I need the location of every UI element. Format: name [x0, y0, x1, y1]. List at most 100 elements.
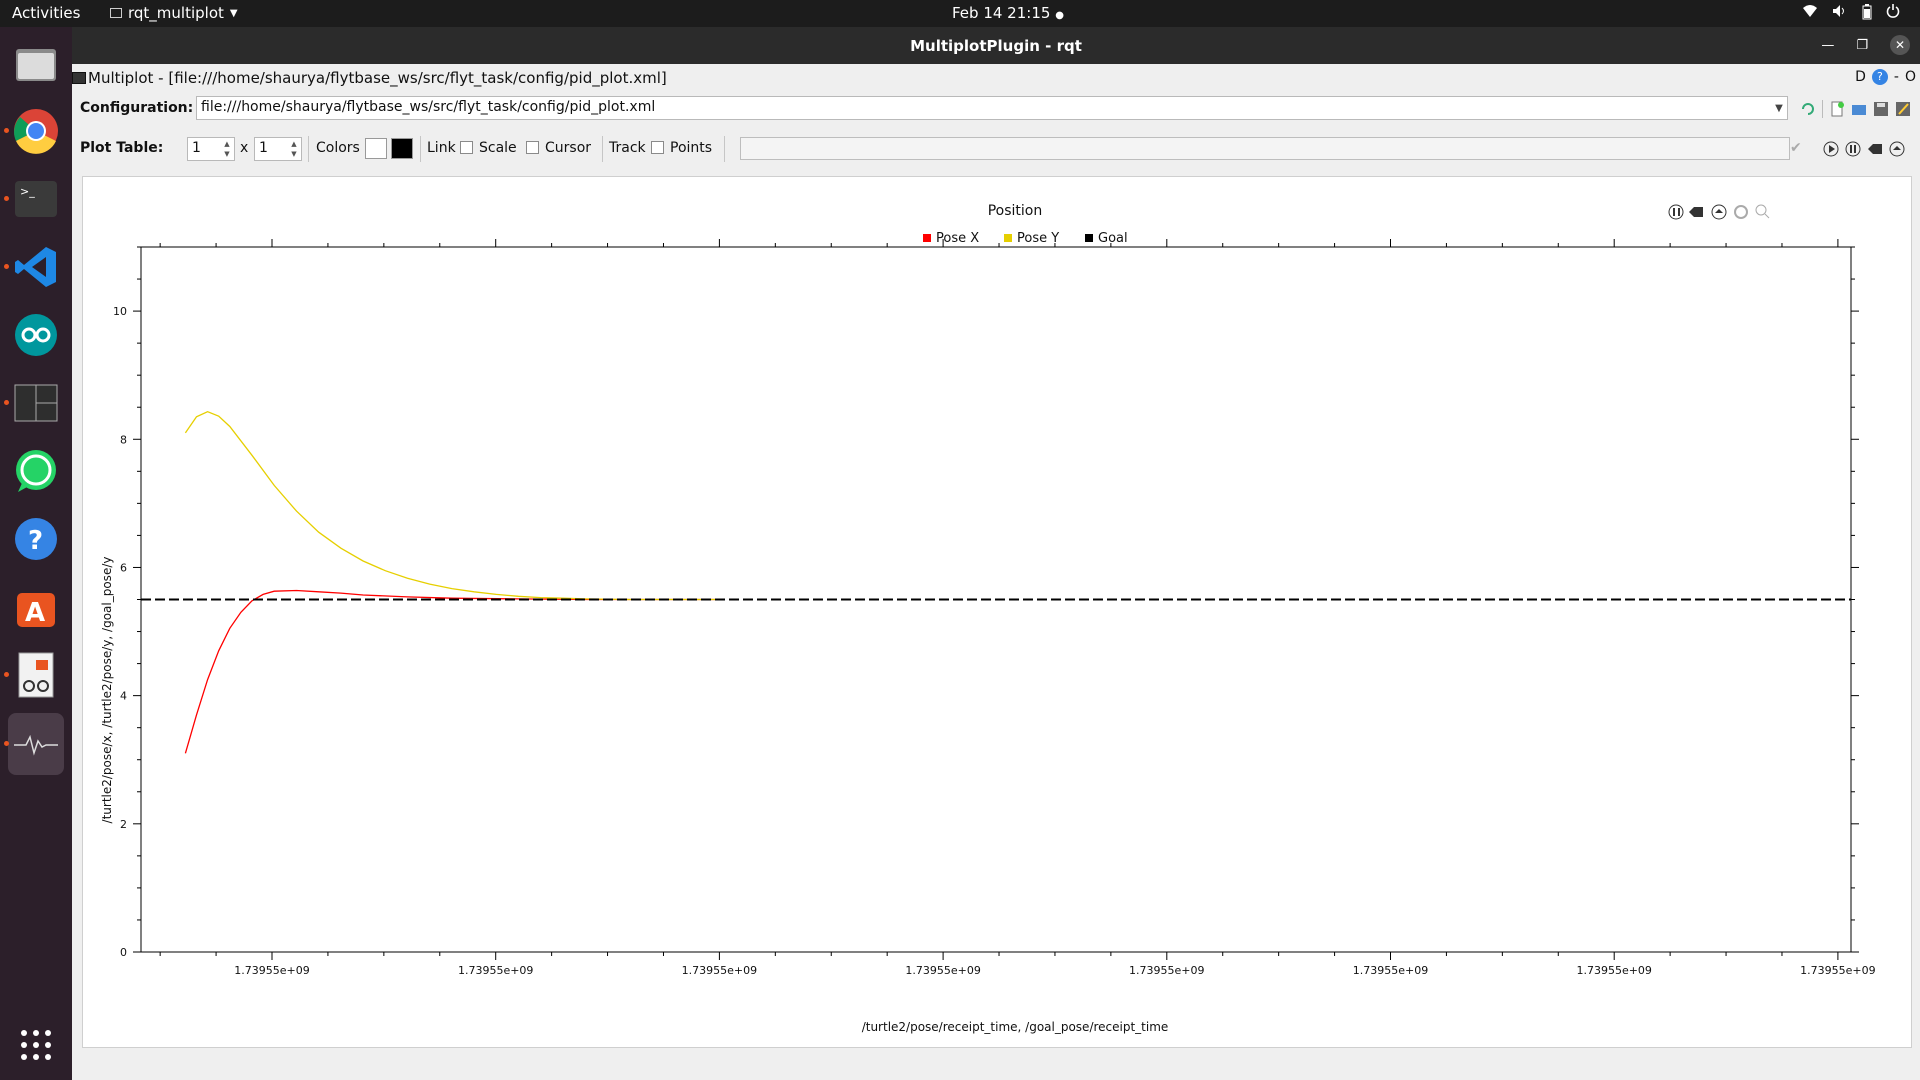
position-chart[interactable]: Position Pose X Pose Y Goal 0 2 4 6 8 10 1.73955… [83, 177, 1911, 1047]
software-launcher[interactable]: A [8, 579, 64, 635]
legend-swatch [1004, 234, 1012, 242]
activities-button[interactable]: Activities [12, 4, 81, 22]
window-title: MultiplotPlugin - rqt [910, 37, 1082, 55]
help-launcher[interactable]: ? [8, 511, 64, 567]
zoom-plot-icon[interactable] [1755, 204, 1770, 219]
x-tick-label: 1.73955e+09 [1129, 964, 1204, 977]
foreground-color-swatch[interactable] [365, 138, 387, 159]
terminator-launcher[interactable] [8, 375, 64, 431]
chrome-icon [14, 109, 58, 154]
dock: >_ ? A [0, 27, 72, 1080]
x-tick-label: 1.73955e+09 [1800, 964, 1875, 977]
vscode-icon [15, 247, 56, 287]
document-viewer-launcher[interactable] [8, 647, 64, 703]
plugin-dock-button[interactable]: D [1855, 69, 1866, 85]
running-indicator [4, 128, 9, 133]
terminal-launcher[interactable]: >_ [8, 171, 64, 227]
points-checkbox[interactable] [651, 141, 664, 154]
separator [602, 136, 603, 162]
cursor-checkbox[interactable] [526, 141, 539, 154]
help-icon: ? [15, 518, 57, 560]
restore-icon[interactable]: ❐ [1856, 37, 1868, 53]
vscode-launcher[interactable] [8, 239, 64, 295]
save-icon[interactable] [1873, 101, 1889, 117]
plugin-close-button[interactable]: O [1904, 69, 1916, 85]
plugin-minus-button[interactable]: - [1893, 69, 1899, 85]
minimize-icon[interactable]: — [1821, 37, 1835, 53]
app-grid-icon [21, 1030, 51, 1060]
notification-dot-icon: ● [1055, 10, 1064, 21]
window-titlebar[interactable]: MultiplotPlugin - rqt — ❐ ✕ [72, 27, 1920, 64]
running-indicator [4, 400, 9, 405]
series-line-pose-y [184, 410, 719, 601]
series-line-pose-x [184, 589, 719, 754]
chrome-launcher[interactable] [8, 103, 64, 159]
new-file-icon[interactable] [1829, 101, 1845, 117]
settings-plot-icon[interactable] [1734, 205, 1748, 219]
whatsapp-launcher[interactable] [8, 443, 64, 499]
play-icon[interactable] [1823, 141, 1839, 161]
arduino-launcher[interactable] [8, 307, 64, 363]
spin-arrows-icon[interactable]: ▲ ▼ [224, 140, 230, 158]
x-tick-label: 1.73955e+09 [458, 964, 533, 977]
y-tick-label: 8 [120, 433, 127, 446]
plot-widget[interactable]: Position Pose X Pose Y Goal 0 2 4 6 8 10 1.73955… [82, 176, 1912, 1048]
running-indicator [4, 672, 9, 677]
volume-icon [1832, 4, 1848, 24]
running-indicator [4, 741, 9, 746]
cols-spinbox[interactable]: 1 ▲ ▼ [254, 137, 302, 161]
app-menu-label: rqt_multiplot [128, 4, 224, 22]
colors-label: Colors [316, 140, 360, 156]
background-color-swatch[interactable] [391, 138, 413, 159]
app-menu[interactable]: rqt_multiplot ▼ [110, 4, 238, 22]
clear-plot-icon[interactable] [1689, 207, 1703, 217]
save-as-icon[interactable] [1895, 101, 1911, 117]
clear-icon[interactable] [1867, 141, 1883, 161]
system-tray[interactable] [1802, 4, 1900, 24]
pause-icon[interactable] [1845, 141, 1861, 161]
reload-icon[interactable] [1800, 101, 1816, 117]
document-viewer-icon [18, 652, 54, 698]
configuration-input[interactable]: file:///home/shaurya/flytbase_ws/src/fly… [196, 96, 1788, 120]
x-axis-label: /turtle2/pose/receipt_time, /goal_pose/r… [862, 1020, 1169, 1034]
files-launcher[interactable] [8, 35, 64, 91]
open-file-icon[interactable] [1851, 101, 1867, 117]
checkmark-icon[interactable]: ✔ [1790, 140, 1802, 156]
spin-arrows-icon[interactable]: ▲ ▼ [291, 140, 297, 158]
link-checkbox[interactable] [460, 141, 473, 154]
pause-plot-icon[interactable] [1668, 204, 1684, 220]
top-bar: Activities rqt_multiplot ▼ Feb 14 21:15 … [0, 0, 1920, 27]
y-tick-label: 10 [113, 305, 127, 318]
system-monitor-launcher[interactable] [8, 713, 64, 775]
cursor-label: Cursor [545, 140, 592, 156]
plot-table-label: Plot Table: [80, 140, 164, 156]
points-label: Points [670, 140, 713, 156]
legend-label: Pose Y [1017, 231, 1059, 246]
help-icon[interactable]: ? [1871, 69, 1888, 85]
app-menu-icon [110, 8, 122, 18]
svg-text:>_: >_ [20, 185, 35, 198]
x-tick-label: 1.73955e+09 [682, 964, 757, 977]
multiplot-plugin: Multiplot - [file:///home/shaurya/flytba… [72, 64, 1920, 1080]
show-apps-button[interactable] [8, 1017, 64, 1073]
arduino-icon [15, 314, 57, 356]
track-input[interactable] [740, 137, 1790, 160]
clock[interactable]: Feb 14 21:15 ● [952, 4, 1064, 22]
rows-spinbox[interactable]: 1 ▲ ▼ [187, 137, 235, 161]
clock-label: Feb 14 21:15 [952, 4, 1051, 22]
x-tick-label: 1.73955e+09 [1353, 964, 1428, 977]
y-tick-label: 0 [120, 946, 127, 959]
reset-plot-icon[interactable] [1711, 204, 1727, 220]
close-icon[interactable]: ✕ [1890, 35, 1910, 55]
chevron-down-icon[interactable]: ▼ [1775, 102, 1783, 114]
rows-value: 1 [192, 140, 201, 156]
y-tick-label: 4 [120, 690, 127, 703]
plugin-header-title: Multiplot - [file:///home/shaurya/flytba… [88, 69, 667, 87]
terminator-icon [14, 384, 58, 422]
legend-label: Goal [1098, 231, 1128, 246]
y-tick-label: 2 [120, 818, 127, 831]
reset-icon[interactable] [1889, 141, 1905, 161]
legend-swatch [923, 234, 931, 242]
chart-controls [1668, 204, 1770, 220]
chevron-down-icon: ▼ [229, 7, 238, 19]
